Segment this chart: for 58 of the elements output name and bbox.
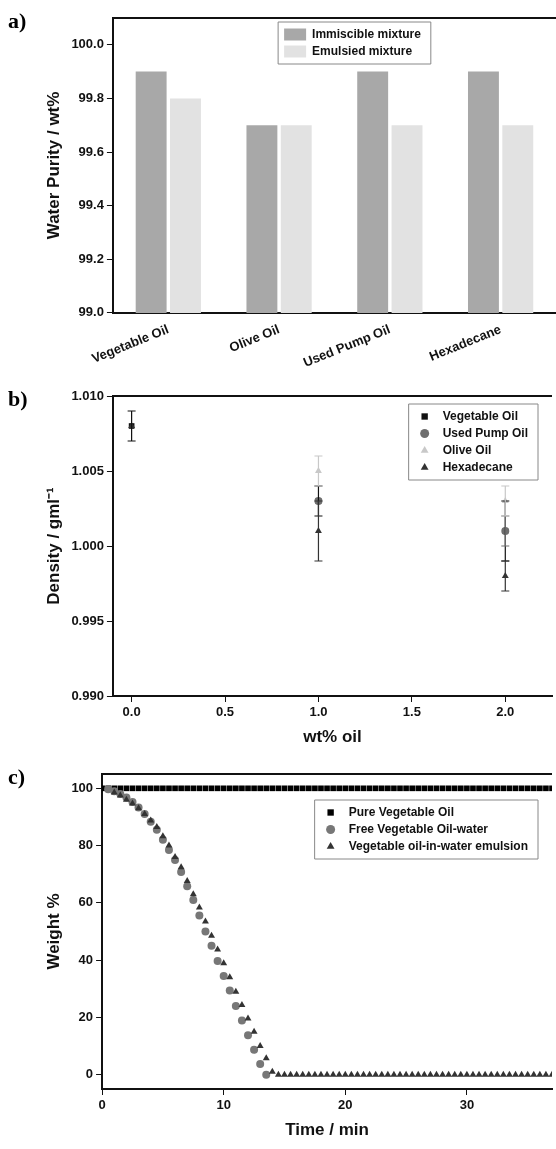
y-tick-label: 20 bbox=[78, 1008, 94, 1024]
y-tick-label: 1.010 bbox=[71, 387, 104, 403]
chart-title: c) bbox=[8, 764, 26, 790]
legend-label: Vegetable oil-in-water emulsion bbox=[348, 838, 528, 853]
y-axis-title: Water Purity / wt% bbox=[43, 91, 63, 240]
point bbox=[213, 957, 222, 965]
y-tick-label: 1.005 bbox=[71, 462, 104, 478]
y-axis-title: Density / gml⁻¹ bbox=[43, 486, 63, 605]
y-tick-label: 100.0 bbox=[71, 36, 104, 52]
point bbox=[207, 941, 216, 950]
y-axis-title: Weight % bbox=[43, 893, 63, 970]
y-tick-label: 100 bbox=[71, 779, 94, 795]
point bbox=[231, 1001, 240, 1010]
point bbox=[256, 1060, 265, 1069]
y-tick-label: 99.0 bbox=[78, 304, 104, 320]
x-tick-label: 1.0 bbox=[309, 704, 328, 720]
x-tick-label: 30 bbox=[459, 1097, 475, 1113]
x-tick-label: 20 bbox=[338, 1097, 353, 1113]
legend-label: Olive Oil bbox=[442, 442, 492, 457]
x-tick-label: Olive Oil bbox=[227, 321, 282, 355]
legend-label: Hexadecane bbox=[442, 459, 514, 474]
x-tick-label: 0.5 bbox=[216, 704, 235, 720]
point bbox=[195, 911, 204, 920]
y-tick-label: 0 bbox=[85, 1066, 94, 1082]
point bbox=[201, 927, 210, 936]
y-tick-label: 60 bbox=[78, 894, 94, 910]
x-tick-label: 1.5 bbox=[402, 704, 421, 720]
y-tick-label: 0.995 bbox=[71, 612, 104, 628]
y-tick-label: 99.4 bbox=[78, 197, 105, 213]
y-tick-label: 99.6 bbox=[78, 143, 104, 159]
point bbox=[225, 986, 234, 995]
legend-label: Used Pump Oil bbox=[442, 425, 529, 440]
x-axis-title: wt% oil bbox=[302, 727, 362, 747]
legend-label: Vegetable Oil bbox=[442, 408, 519, 423]
y-tick-label: 40 bbox=[78, 951, 94, 967]
chart-title: a) bbox=[8, 8, 27, 34]
x-tick-label: 2.0 bbox=[496, 704, 515, 720]
legend-label: Immiscible mixture bbox=[312, 26, 422, 41]
y-tick-label: 1.000 bbox=[71, 537, 104, 553]
x-tick-label: 0.0 bbox=[122, 704, 141, 720]
legend-label: Emulsied mixture bbox=[312, 43, 413, 58]
y-tick-label: 99.2 bbox=[78, 250, 104, 266]
point bbox=[262, 1070, 271, 1079]
point bbox=[219, 971, 228, 980]
point bbox=[189, 896, 198, 904]
point bbox=[237, 1016, 246, 1025]
y-tick-label: 99.8 bbox=[78, 90, 104, 106]
x-tick-label: 10 bbox=[216, 1097, 231, 1113]
y-tick-label: 80 bbox=[78, 837, 94, 853]
legend-label: Free Vegetable Oil-water bbox=[348, 821, 489, 836]
legend-label: Pure Vegetable Oil bbox=[348, 804, 454, 819]
chart-title: b) bbox=[8, 386, 28, 412]
x-tick-label: Used Pump Oil bbox=[300, 321, 393, 370]
point bbox=[244, 1031, 253, 1040]
point bbox=[183, 882, 192, 891]
x-axis-title: Time / min bbox=[285, 1120, 369, 1140]
point bbox=[250, 1045, 259, 1054]
y-tick-label: 0.990 bbox=[71, 687, 104, 703]
